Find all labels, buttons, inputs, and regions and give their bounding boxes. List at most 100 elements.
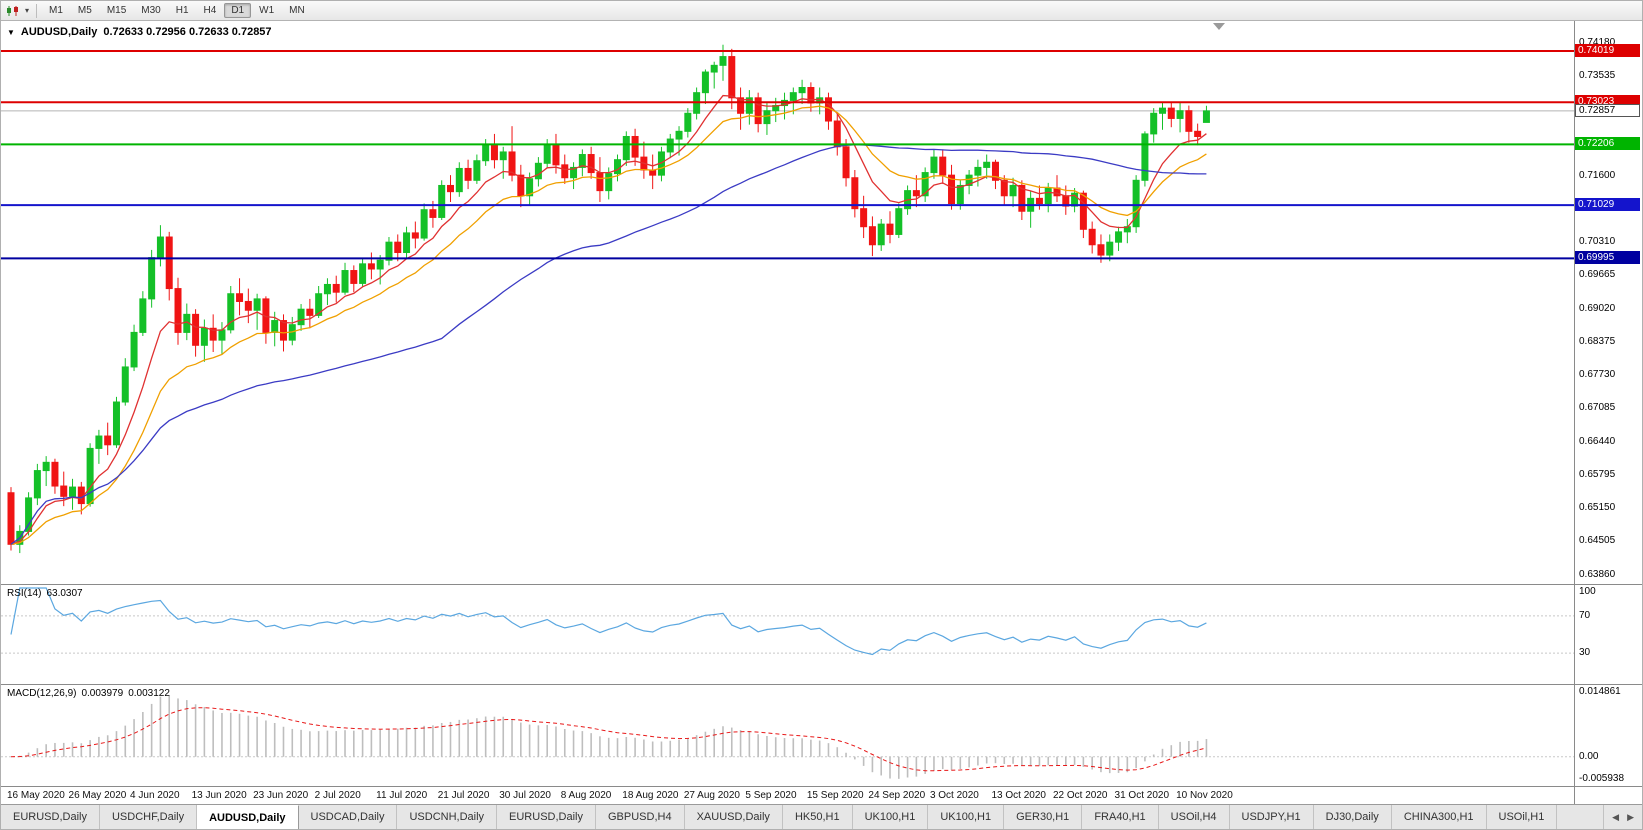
price-tick-label: 0.69665	[1579, 269, 1616, 281]
timeframe-m5-button[interactable]: M5	[77, 5, 92, 16]
date-label: 27 Aug 2020	[683, 790, 740, 801]
date-label: 13 Oct 2020	[991, 790, 1046, 801]
price-chart-pane: 0.741800.735350.728900.722450.716000.709…	[1, 21, 1642, 584]
chart-tab[interactable]: DJ30,Daily	[1313, 805, 1392, 829]
chart-type-dropdown-icon[interactable]: ▾	[25, 6, 30, 15]
timeframe-m30-button[interactable]: M30	[141, 5, 161, 16]
price-tick-label: 0.70310	[1579, 236, 1616, 248]
chart-tab[interactable]: CHINA300,H1	[1391, 805, 1487, 829]
time-axis[interactable]: 16 May 2020 26 May 2020 4 Jun 2020 13 Jun 2…	[1, 786, 1642, 804]
price-tick-label: 0.74180	[1579, 36, 1616, 48]
macd-signal-value: 0.003122	[128, 688, 170, 699]
price-tick-label: 0.65795	[1579, 468, 1616, 480]
chart-tab[interactable]: HK50,H1	[782, 805, 853, 829]
timeframe-d1-button[interactable]: D1	[224, 3, 252, 18]
chart-tab[interactable]: FRA40,H1	[1082, 805, 1159, 829]
date-label: 13 Jun 2020	[191, 790, 247, 801]
chart-tab[interactable]: UK100,H1	[852, 805, 929, 829]
macd-label: MACD(12,26,9) 0.003979 0.003122	[7, 688, 170, 699]
macd-indicator-pane: 0.014861 0.00 -0.005938 MACD(12,26,9) 0.00…	[1, 684, 1642, 786]
rsi-indicator-pane: 70 30 100 RSI(14) 63.0307	[1, 584, 1642, 684]
rsi-level-label: 70	[1579, 609, 1591, 621]
date-label: 5 Sep 2020	[745, 790, 797, 801]
chart-tab-bar: EURUSD,Daily USDCHF,Daily AUDUSD,Daily USDC…	[1, 804, 1642, 829]
rsi-axis: 70 30 100	[1574, 585, 1642, 684]
macd-scale-bottom-label: -0.005938	[1579, 773, 1625, 784]
chart-ohlc-values: 0.72633 0.72956 0.72633 0.72857	[103, 26, 272, 38]
macd-main-value: 0.003979	[81, 688, 124, 699]
chart-tab[interactable]: XAUUSD,Daily	[684, 805, 783, 829]
timeframe-group: M1 M5 M15 M30 H1 H4 D1 W1 MN	[42, 3, 312, 18]
timeframe-w1-button[interactable]: W1	[259, 5, 275, 16]
chart-tab[interactable]: EURUSD,Daily	[1, 805, 100, 829]
tabs-scroll-left-icon[interactable]: ◀	[1612, 811, 1620, 822]
tab-scroll-arrows: ◀ ▶	[1603, 805, 1642, 829]
price-tick-label: 0.68375	[1579, 335, 1616, 347]
macd-scale-zero-label: 0.00	[1579, 750, 1599, 762]
price-line-label[interactable]: 0.72206	[1575, 137, 1640, 151]
rsi-name: RSI(14)	[7, 588, 42, 599]
date-label: 30 Jul 2020	[499, 790, 551, 801]
chart-tab[interactable]: USDCNH,Daily	[397, 805, 498, 829]
macd-name: MACD(12,26,9)	[7, 688, 77, 699]
toolbar-separator	[36, 3, 38, 18]
time-axis-labels: 16 May 2020 26 May 2020 4 Jun 2020 13 Jun 2…	[1, 787, 1574, 804]
macd-scale-top-label: 0.014861	[1579, 686, 1621, 697]
rsi-value: 63.0307	[46, 588, 83, 599]
timeframe-m1-button[interactable]: M1	[49, 5, 63, 16]
price-tick-label: 0.73535	[1579, 69, 1616, 81]
chart-type-icon[interactable]	[4, 4, 22, 18]
date-label: 8 Aug 2020	[560, 790, 612, 801]
date-label: 31 Oct 2020	[1114, 790, 1170, 801]
date-label: 26 May 2020	[68, 790, 127, 801]
chart-menu-icon[interactable]: ▼	[7, 27, 15, 37]
chart-title: ▼ AUDUSD,Daily 0.72633 0.72956 0.72633 0…	[7, 26, 272, 38]
tabs-scroll-right-icon[interactable]: ▶	[1627, 811, 1634, 822]
date-label: 22 Oct 2020	[1053, 790, 1108, 801]
chart-tabs: EURUSD,Daily USDCHF,Daily AUDUSD,Daily USDC…	[1, 805, 1603, 829]
date-label: 24 Sep 2020	[868, 790, 926, 801]
date-label: 21 Jul 2020	[437, 790, 490, 801]
rsi-label: RSI(14) 63.0307	[7, 588, 83, 599]
price-line-label[interactable]: 0.71029	[1575, 198, 1640, 212]
chart-tab[interactable]: GER30,H1	[1004, 805, 1083, 829]
date-label: 23 Jun 2020	[253, 790, 309, 801]
macd-axis: 0.014861 0.00 -0.005938	[1574, 685, 1642, 786]
price-tick-label: 0.67085	[1579, 402, 1616, 414]
chart-tab-active[interactable]: AUDUSD,Daily	[197, 805, 299, 829]
price-tick-label: 0.66440	[1579, 435, 1616, 447]
date-label: 16 May 2020	[7, 790, 65, 801]
chart-tab[interactable]: UK100,H1	[928, 805, 1005, 829]
timeframe-mn-button[interactable]: MN	[289, 5, 305, 16]
chart-toolbar: ▾ M1 M5 M15 M30 H1 H4 D1 W1 MN	[1, 1, 1642, 21]
bid-price-label: 0.72857	[1575, 103, 1640, 117]
rsi-scale-top-label: 100	[1579, 586, 1596, 597]
price-line-label[interactable]: 0.69995	[1575, 251, 1640, 265]
chart-tab[interactable]: USDCHF,Daily	[99, 805, 198, 829]
price-chart-canvas[interactable]	[1, 21, 1574, 584]
price-tick-label: 0.63860	[1579, 568, 1616, 580]
rsi-canvas[interactable]	[1, 585, 1574, 684]
chart-tab[interactable]: EURUSD,Daily	[497, 805, 596, 829]
chart-tab[interactable]: USOil,H1	[1486, 805, 1558, 829]
chart-tab[interactable]: USOil,H4	[1158, 805, 1230, 829]
date-label: 3 Oct 2020	[929, 790, 979, 801]
price-axis[interactable]: 0.741800.735350.728900.722450.716000.709…	[1574, 21, 1642, 584]
date-label: 2 Jul 2020	[314, 790, 361, 801]
chart-tab[interactable]: GBPUSD,H4	[596, 805, 685, 829]
date-label: 4 Jun 2020	[130, 790, 180, 801]
price-tick-label: 0.69020	[1579, 302, 1616, 314]
timeframe-h4-button[interactable]: H4	[203, 5, 217, 16]
macd-canvas[interactable]	[1, 685, 1574, 786]
timeframe-m15-button[interactable]: M15	[106, 5, 127, 16]
price-line-label[interactable]: 0.74019	[1575, 43, 1640, 57]
candlestick-chart-icon	[7, 5, 18, 16]
rsi-level-label: 30	[1579, 647, 1591, 659]
chart-tab[interactable]: USDJPY,H1	[1229, 805, 1314, 829]
date-label: 18 Aug 2020	[622, 790, 679, 801]
chart-symbol-label: AUDUSD,Daily	[20, 26, 98, 38]
timeframe-h1-button[interactable]: H1	[175, 5, 189, 16]
chart-tab[interactable]: USDCAD,Daily	[298, 805, 398, 829]
price-tick-label: 0.64505	[1579, 535, 1616, 547]
